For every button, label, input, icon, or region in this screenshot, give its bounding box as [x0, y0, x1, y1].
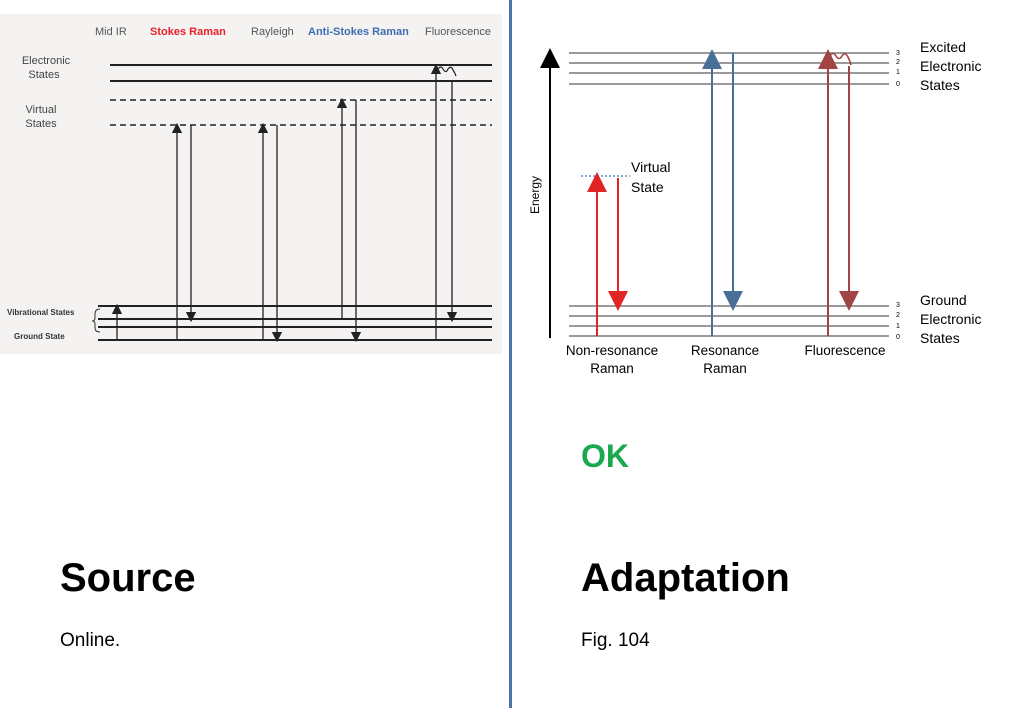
- label-virtual-2: States: [25, 118, 57, 130]
- excited-number-1: 1: [896, 69, 900, 76]
- label-vibrational: Vibrational States: [7, 308, 75, 317]
- adaptation-diagram-svg: Energy 3 2 1 0 Excited Electronic States…: [528, 39, 981, 376]
- ground-label-1: Ground: [920, 292, 967, 308]
- ground-number-3: 3: [896, 302, 900, 309]
- process-label-resonance-2: Raman: [703, 361, 747, 376]
- ground-label-3: States: [920, 330, 960, 346]
- col-rayleigh: Rayleigh: [251, 26, 294, 38]
- status-ok: OK: [581, 438, 629, 474]
- col-anti-stokes-raman: Anti-Stokes Raman: [308, 26, 409, 38]
- col-fluorescence: Fluorescence: [425, 26, 491, 38]
- label-electronic-1: Electronic: [22, 55, 71, 67]
- source-note: Online.: [60, 630, 121, 651]
- virtual-state-label-2: State: [631, 179, 664, 195]
- energy-label: Energy: [528, 176, 542, 214]
- adaptation-title: Adaptation: [581, 556, 790, 600]
- ground-number-1: 1: [896, 323, 900, 330]
- process-label-nonres-2: Raman: [590, 361, 634, 376]
- ground-number-0: 0: [896, 334, 900, 341]
- adaptation-note: Fig. 104: [581, 630, 650, 651]
- col-mid-ir: Mid IR: [95, 26, 127, 38]
- label-virtual-1: Virtual: [26, 104, 57, 116]
- source-diagram-svg: Mid IR Stokes Raman Rayleigh Anti-Stokes…: [7, 26, 492, 343]
- label-electronic-2: States: [28, 69, 60, 81]
- process-label-nonres-1: Non-resonance: [566, 343, 658, 358]
- center-divider: [509, 0, 512, 708]
- excited-label-3: States: [920, 77, 960, 93]
- col-stokes-raman: Stokes Raman: [150, 26, 226, 38]
- ground-number-2: 2: [896, 312, 900, 319]
- excited-number-0: 0: [896, 81, 900, 88]
- source-diagram: Mid IR Stokes Raman Rayleigh Anti-Stokes…: [0, 14, 502, 354]
- fluorescence-relaxation-squiggle: [829, 52, 852, 66]
- process-label-resonance-1: Resonance: [691, 343, 759, 358]
- excited-number-2: 2: [896, 59, 900, 66]
- vibrational-brace: [91, 308, 101, 333]
- label-ground: Ground State: [14, 332, 65, 341]
- excited-label-1: Excited: [920, 39, 966, 55]
- fluorescence-squiggle: [437, 66, 457, 77]
- source-title: Source: [60, 556, 196, 600]
- ground-label-2: Electronic: [920, 311, 981, 327]
- virtual-state-label-1: Virtual: [631, 159, 670, 175]
- excited-label-2: Electronic: [920, 58, 981, 74]
- adaptation-diagram: Energy 3 2 1 0 Excited Electronic States…: [512, 0, 1023, 400]
- excited-number-3: 3: [896, 50, 900, 57]
- process-label-fluorescence: Fluorescence: [804, 343, 885, 358]
